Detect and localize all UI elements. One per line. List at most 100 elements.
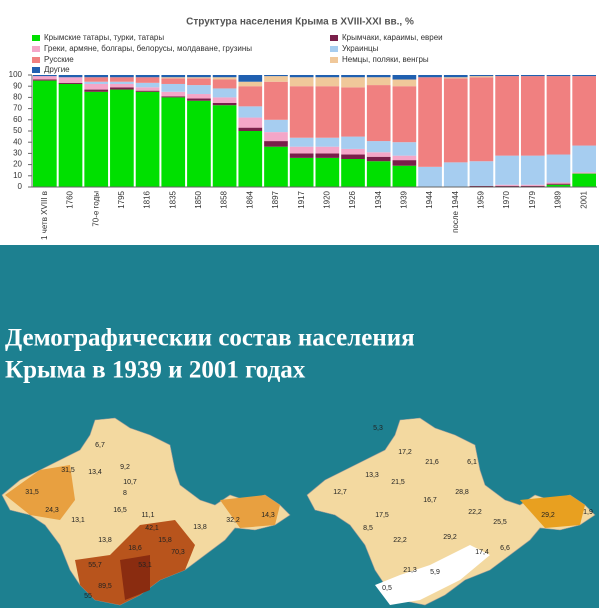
bar-segment [212, 79, 237, 89]
y-tick-label: 50 [13, 126, 22, 135]
bar-segment [187, 98, 211, 101]
bar-segment [238, 117, 263, 128]
y-tick-label: 0 [18, 182, 23, 191]
bar-segment [33, 79, 57, 81]
map-label: 13,1 [71, 517, 85, 524]
heading-line: Демографическии состав населения [5, 325, 415, 352]
y-tick-label: 30 [13, 149, 22, 158]
x-tick-label: 70-е годы [91, 191, 100, 227]
bar-segment [289, 157, 314, 187]
bar-segment [238, 106, 263, 118]
bar-segment [469, 77, 494, 162]
map-label: 13,8 [98, 537, 112, 544]
bar-segment [315, 153, 340, 158]
bar-segment [135, 77, 160, 83]
bar-segment [392, 86, 417, 143]
map-label: 14,3 [261, 512, 275, 519]
bar-segment [392, 160, 417, 166]
bar-segment [289, 86, 314, 138]
bar-segment [572, 75, 596, 77]
bar-segment [341, 75, 365, 78]
x-tick-label: 1795 [117, 190, 126, 208]
legend-swatch [330, 46, 338, 52]
y-tick-label: 60 [13, 115, 22, 124]
x-tick-label: 1970 [502, 190, 511, 208]
map-label: 6,1 [467, 459, 477, 466]
legend-swatch [32, 57, 40, 63]
x-tick-label: после 1944 [451, 190, 460, 232]
bar-segment [289, 75, 314, 78]
y-tick-label: 100 [9, 70, 23, 79]
x-tick-label: 1989 [554, 190, 563, 208]
region [220, 495, 280, 528]
x-tick-label: 1934 [374, 190, 383, 208]
region [520, 495, 585, 528]
map-1939 [1, 417, 291, 606]
bar-segment [495, 75, 519, 77]
bar-segment [418, 75, 442, 78]
x-tick-label: 1959 [477, 190, 486, 208]
bar-segment [392, 75, 417, 80]
bar-segment [443, 75, 468, 78]
y-tick-label: 40 [13, 137, 22, 146]
bar-segment [315, 77, 340, 87]
map-label: 70,3 [171, 549, 185, 556]
bar-segment [187, 75, 211, 78]
heading-line: Крыма в 1939 и 2001 годах [5, 357, 306, 384]
x-tick-label: 1858 [220, 190, 229, 208]
y-tick-label: 70 [13, 104, 22, 113]
region [5, 465, 75, 520]
bar-segment [341, 154, 365, 159]
bar-segment [315, 146, 340, 154]
map-label: 13,4 [88, 469, 102, 476]
bar-segment [289, 146, 314, 154]
x-tick-label: 1939 [399, 190, 408, 208]
chart-title: Структура населения Крыма в XVIII-XXI вв… [186, 17, 414, 28]
map-label: 55 [84, 593, 92, 600]
y-tick-label: 10 [13, 171, 22, 180]
map-label: 13,3 [365, 472, 379, 479]
bar-segment [135, 82, 160, 88]
x-tick-label: 1926 [348, 190, 357, 208]
bar-segment [33, 80, 57, 187]
map-label: 21,6 [425, 459, 439, 466]
map-label: 21,3 [403, 567, 417, 574]
map-label: 22,2 [468, 509, 482, 516]
bar-segment [366, 85, 391, 142]
bar-segment [546, 76, 571, 155]
map-label: 53,1 [138, 562, 152, 569]
bar-segment [264, 141, 288, 147]
x-tick-label: 1850 [194, 190, 203, 208]
bar-segment [495, 185, 519, 187]
bar-segment [520, 155, 545, 185]
x-tick-label: 1920 [322, 190, 331, 208]
y-tick-label: 90 [13, 81, 22, 90]
bar-segment [212, 97, 237, 103]
bar-segment [58, 75, 83, 78]
bar-segment [33, 76, 57, 80]
bar-segment [469, 75, 494, 77]
bar-segment [264, 132, 288, 142]
legend-label: Русские [44, 55, 74, 64]
bar-segment [161, 97, 186, 187]
bar-segment [572, 76, 596, 146]
x-tick-label: 1 четв XVIII в [40, 191, 49, 240]
bar-segment [264, 146, 288, 187]
bar-segment [572, 173, 596, 187]
bar-segment [33, 75, 57, 77]
bar-segment [315, 137, 340, 147]
legend-label: Крымские татары, турки, татары [44, 33, 164, 42]
map-label: 13,8 [193, 524, 207, 531]
bar-segment [84, 91, 109, 187]
bar-segment [161, 91, 186, 97]
map-label: 9,2 [120, 464, 130, 471]
bar-segment [212, 105, 237, 187]
bar-segment [135, 91, 160, 187]
y-tick-label: 20 [13, 160, 22, 169]
bar-segment [418, 77, 442, 167]
legend-label: Украинцы [342, 44, 379, 53]
bar-segment [572, 145, 596, 173]
bar-segment [187, 78, 211, 86]
legend-label: Другие [44, 65, 70, 74]
map-label: 17,5 [375, 512, 389, 519]
